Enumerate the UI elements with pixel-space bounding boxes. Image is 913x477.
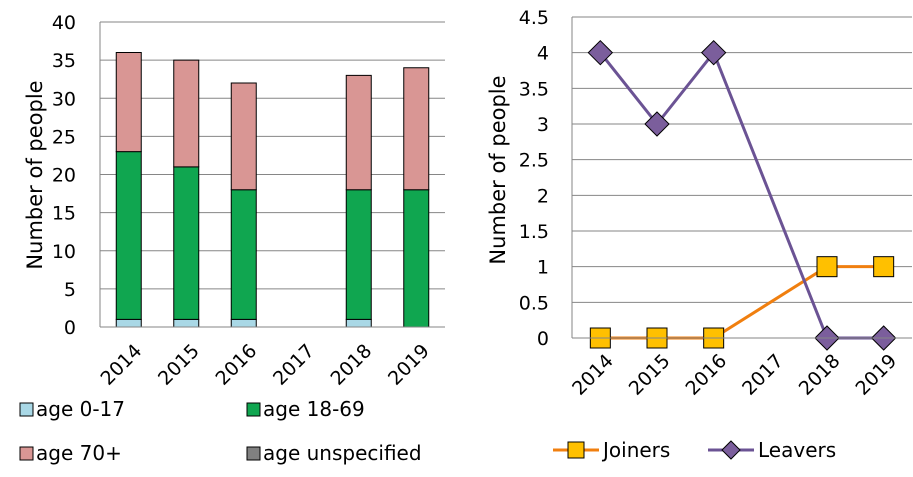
y-tick-label: 25 [52, 126, 76, 148]
x-tick-label: 2019 [851, 350, 901, 400]
x-tick-label: 2014 [97, 340, 147, 390]
y-tick-label: 20 [52, 165, 76, 187]
bar-age-0-17-2014 [115, 318, 142, 328]
bar-age-18-69-2018 [345, 189, 372, 320]
bar-age-0-17-2018 [345, 318, 372, 328]
legend-label-age-unspecified: age unspecified [263, 441, 422, 465]
y-tick-label: 4 [537, 43, 549, 65]
y-tick-label: 15 [52, 203, 76, 225]
y-axis-title: Number of people [486, 75, 510, 264]
y-tick-label: 5 [64, 279, 76, 301]
legend-swatch-age-70 [19, 446, 34, 461]
y-tick-label: 4.5 [519, 7, 549, 29]
point-joiners-2019 [873, 256, 895, 278]
bar-age-18-69-2015 [173, 166, 200, 320]
x-tick-label: 2016 [681, 350, 731, 400]
y-tick-label: 2.5 [519, 150, 549, 172]
y-tick-label: 3.5 [519, 78, 549, 100]
legend-label-age-18-69: age 18-69 [263, 397, 365, 421]
point-leavers-2014 [587, 39, 614, 66]
x-tick-label: 2014 [568, 350, 618, 400]
bar-age-70-2016 [230, 82, 257, 191]
x-tick-label: 2017 [269, 340, 319, 390]
bar-age-70-2018 [345, 74, 372, 191]
x-tick-label: 2015 [154, 340, 204, 390]
y-tick-label: 40 [52, 12, 76, 34]
bar-age-70-2019 [403, 67, 430, 191]
y-tick-label: 10 [52, 241, 76, 263]
legend-swatch-age-18-69 [246, 402, 261, 417]
y-tick-label: 35 [52, 50, 76, 72]
bar-age-70-2014 [115, 52, 142, 153]
y-tick-label: 1.5 [519, 221, 549, 243]
point-leavers-2016 [700, 39, 727, 66]
point-leavers-2015 [644, 111, 670, 137]
y-tick-label: 0 [537, 328, 549, 350]
y-tick-label: 2 [537, 185, 549, 207]
y-tick-label: 3 [537, 114, 549, 136]
stacked-bar-chart: 0 5 10 15 20 25 30 35 40 2014 2015 2016 2017 2018 2019… [19, 12, 445, 465]
bar-age-18-69-2016 [230, 189, 257, 320]
bar-age-0-17-2016 [230, 318, 257, 328]
y-tick-label: 0 [64, 317, 76, 339]
bar-age-18-69-2014 [115, 151, 142, 320]
legend-marker-leavers [721, 440, 741, 460]
y-tick-label: 30 [52, 88, 76, 110]
x-tick-label: 2019 [384, 340, 434, 390]
legend-label-age-0-17: age 0-17 [36, 397, 125, 421]
point-joiners-2018 [816, 256, 838, 278]
bar-age-0-17-2015 [173, 318, 200, 328]
x-tick-label: 2015 [625, 350, 675, 400]
bar-age-18-69-2019 [403, 189, 430, 328]
bar-age-70-2015 [173, 59, 200, 168]
legend-label-age-70: age 70+ [36, 441, 122, 465]
legend-label-leavers: Leavers [758, 438, 836, 462]
x-tick-label: 2016 [212, 340, 262, 390]
y-tick-label: 1 [537, 257, 549, 279]
x-tick-label: 2018 [795, 350, 845, 400]
legend-label-joiners: Joiners [601, 438, 670, 462]
legend-swatch-age-0-17 [19, 402, 34, 417]
y-axis-title: Number of people [23, 80, 47, 269]
line-chart: 0 0.5 1 1.5 2 2.5 3 3.5 4 4.5 2014 2015 2016 2017 2018… [486, 7, 912, 462]
legend-marker-joiners [567, 441, 585, 459]
legend-swatch-age-unspecified [246, 446, 261, 461]
x-tick-label: 2018 [327, 340, 377, 390]
x-tick-label: 2017 [738, 350, 788, 400]
y-tick-label: 0.5 [519, 292, 549, 314]
